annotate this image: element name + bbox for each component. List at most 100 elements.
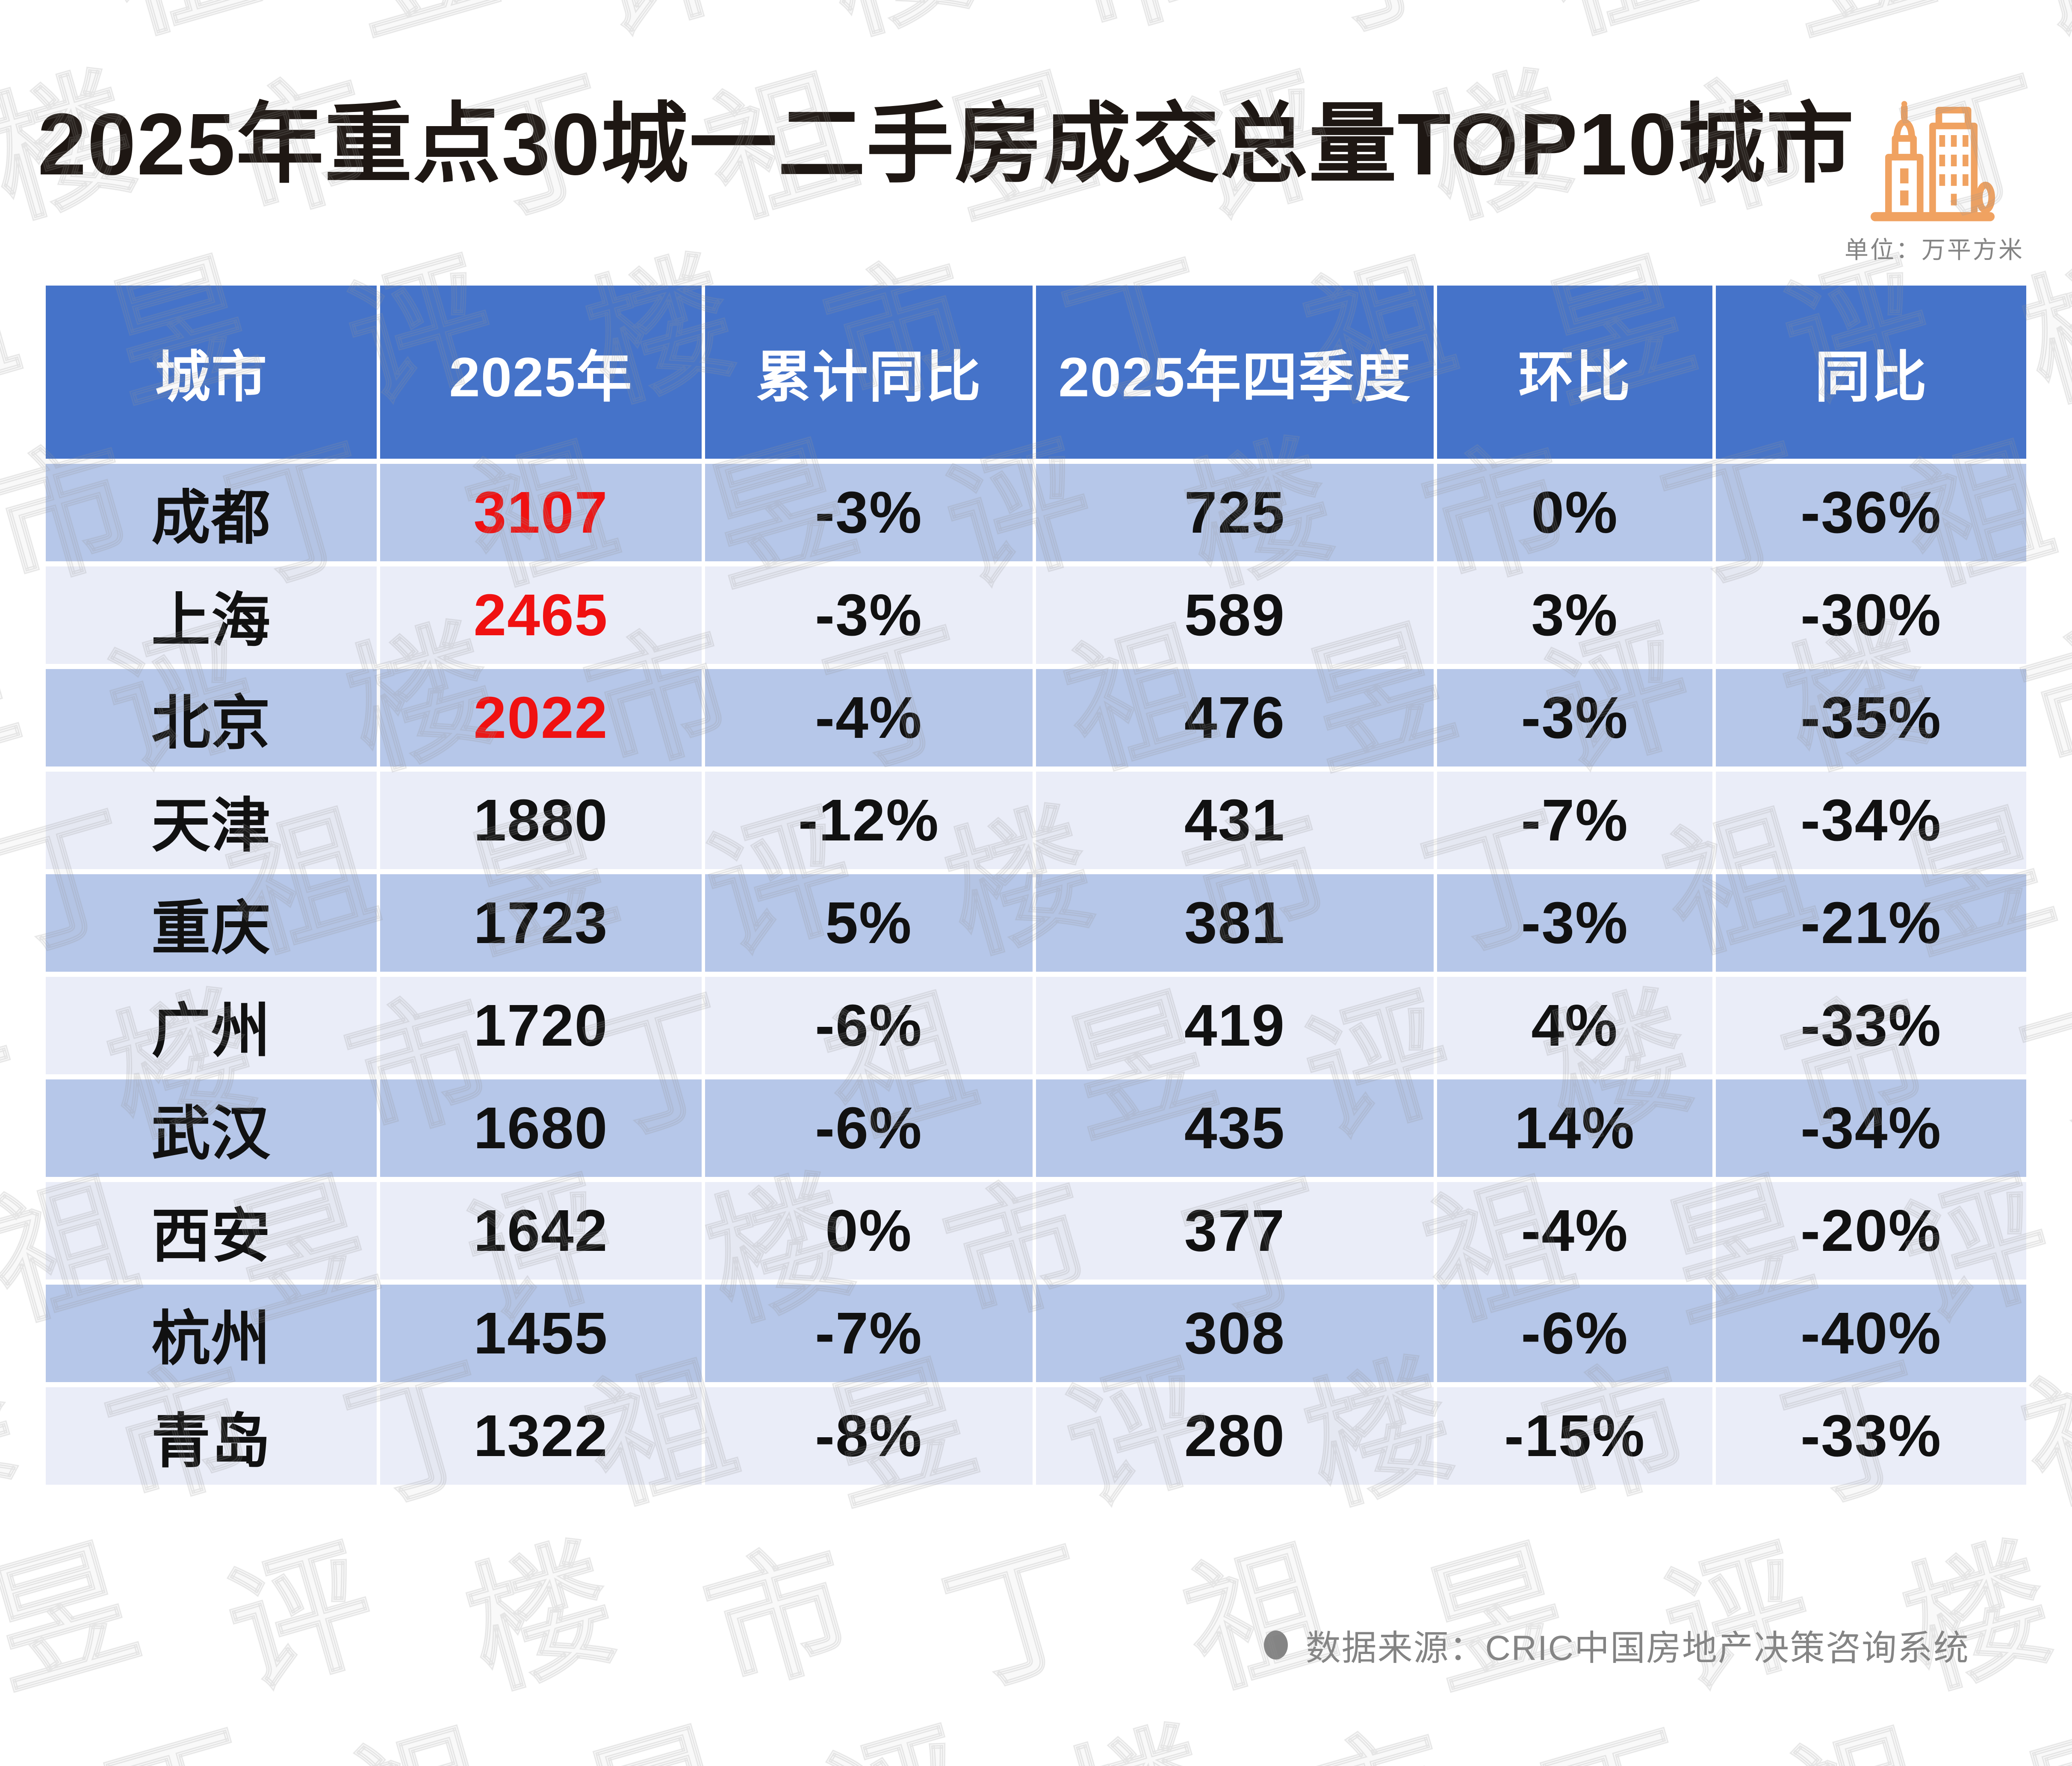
yoy-cell: -35% bbox=[1716, 669, 2026, 767]
header-q4: 2025年四季度 bbox=[1036, 286, 1434, 459]
year-total-cell: 1880 bbox=[380, 772, 702, 869]
watermark-glyph: 昱 bbox=[331, 0, 511, 59]
table-row: 成都 3107 -3% 725 0% -36% bbox=[46, 464, 2026, 561]
yoy-cell: -34% bbox=[1716, 1079, 2026, 1177]
watermark-glyph: 昱 bbox=[1408, 1522, 1589, 1714]
city-cell: 杭州 bbox=[46, 1285, 377, 1382]
header-cum-yoy: 累计同比 bbox=[705, 286, 1033, 459]
yoy-cell: -33% bbox=[1716, 1387, 2026, 1485]
year-total-cell: 1642 bbox=[380, 1182, 702, 1280]
q4-cell: 725 bbox=[1036, 464, 1434, 561]
header-yoy: 同比 bbox=[1716, 286, 2026, 459]
watermark-glyph: 市 bbox=[1049, 0, 1230, 59]
page-title: 2025年重点30城一二手房成交总量TOP10城市 bbox=[38, 95, 1855, 193]
yoy-cell: -21% bbox=[1716, 874, 2026, 972]
city-cell: 青岛 bbox=[46, 1387, 377, 1485]
year-total-cell: 1455 bbox=[380, 1285, 702, 1382]
city-cell: 上海 bbox=[46, 566, 377, 664]
watermark-glyph: 评 bbox=[211, 1522, 392, 1714]
watermark-glyph: 评 bbox=[2007, 0, 2072, 59]
watermark-glyph: 评 bbox=[1648, 1522, 1828, 1714]
header-city: 城市 bbox=[46, 286, 377, 459]
watermark-glyph: 丁 bbox=[1528, 1706, 1709, 1766]
year-total-cell: 1720 bbox=[380, 977, 702, 1074]
watermark-glyph: 丁 bbox=[1289, 0, 1469, 59]
qoq-cell: 4% bbox=[1437, 977, 1713, 1074]
data-table: 城市 2025年 累计同比 2025年四季度 环比 同比 成都 3107 -3% 72… bbox=[46, 286, 2026, 1485]
city-cell: 北京 bbox=[46, 669, 377, 767]
qoq-cell: -7% bbox=[1437, 772, 1713, 869]
cum-yoy-cell: 5% bbox=[705, 874, 1033, 972]
yoy-cell: -36% bbox=[1716, 464, 2026, 561]
q4-cell: 431 bbox=[1036, 772, 1434, 869]
bullet-icon bbox=[1263, 1630, 1288, 1660]
city-cell: 西安 bbox=[46, 1182, 377, 1280]
watermark-glyph: 祖 bbox=[331, 1706, 511, 1766]
cum-yoy-cell: -6% bbox=[705, 977, 1033, 1074]
table-row: 武汉 1680 -6% 435 14% -34% bbox=[46, 1079, 2026, 1177]
watermark-glyph: 昱 bbox=[2007, 1706, 2072, 1766]
year-total-cell: 1680 bbox=[380, 1079, 702, 1177]
qoq-cell: -3% bbox=[1437, 874, 1713, 972]
table-row: 北京 2022 -4% 476 -3% -35% bbox=[46, 669, 2026, 767]
header-qoq: 环比 bbox=[1437, 286, 1713, 459]
data-source-label: 数据来源：CRIC中国房地产决策咨询系统 bbox=[1305, 1629, 1969, 1668]
cum-yoy-cell: -4% bbox=[705, 669, 1033, 767]
data-source: 数据来源：CRIC中国房地产决策咨询系统 bbox=[1263, 1619, 1969, 1670]
cum-yoy-cell: -3% bbox=[705, 464, 1033, 561]
watermark-glyph: 市 bbox=[1289, 1706, 1469, 1766]
q4-cell: 280 bbox=[1036, 1387, 1434, 1485]
yoy-cell: -40% bbox=[1716, 1285, 2026, 1382]
q4-cell: 435 bbox=[1036, 1079, 1434, 1177]
watermark-glyph: 祖 bbox=[1169, 1522, 1349, 1714]
qoq-cell: -3% bbox=[1437, 669, 1713, 767]
city-cell: 广州 bbox=[46, 977, 377, 1074]
watermark-glyph: 评 bbox=[810, 1706, 990, 1766]
qoq-cell: 3% bbox=[1437, 566, 1713, 664]
table-row: 广州 1720 -6% 419 4% -33% bbox=[46, 977, 2026, 1074]
table-row: 天津 1880 -12% 431 -7% -34% bbox=[46, 772, 2026, 869]
watermark-glyph: 丁 bbox=[0, 0, 32, 59]
watermark-glyph: 评 bbox=[0, 970, 32, 1162]
watermark-glyph: 昱 bbox=[1768, 0, 1948, 59]
year-total-cell: 1723 bbox=[380, 874, 702, 972]
yoy-cell: -20% bbox=[1716, 1182, 2026, 1280]
q4-cell: 308 bbox=[1036, 1285, 1434, 1382]
q4-cell: 476 bbox=[1036, 669, 1434, 767]
year-total-cell: 2465 bbox=[380, 566, 702, 664]
watermark-glyph: 丁 bbox=[91, 1706, 272, 1766]
year-total-cell: 1322 bbox=[380, 1387, 702, 1485]
watermark-glyph: 楼 bbox=[810, 0, 990, 59]
qoq-cell: -6% bbox=[1437, 1285, 1713, 1382]
q4-cell: 377 bbox=[1036, 1182, 1434, 1280]
watermark-glyph: 楼 bbox=[0, 1338, 32, 1530]
cum-yoy-cell: -12% bbox=[705, 772, 1033, 869]
watermark-glyph: 祖 bbox=[1768, 1706, 1948, 1766]
cum-yoy-cell: -3% bbox=[705, 566, 1033, 664]
cum-yoy-cell: -8% bbox=[705, 1387, 1033, 1485]
qoq-cell: 0% bbox=[1437, 464, 1713, 561]
watermark-glyph: 昱 bbox=[570, 1706, 751, 1766]
watermark-glyph: 祖 bbox=[1528, 0, 1709, 59]
year-total-cell: 3107 bbox=[380, 464, 702, 561]
watermark-glyph: 昱 bbox=[0, 1522, 152, 1714]
watermark-glyph: 祖 bbox=[0, 235, 32, 427]
watermark-glyph: 楼 bbox=[1049, 1706, 1230, 1766]
watermark-glyph: 市 bbox=[690, 1522, 871, 1714]
header-year-total: 2025年 bbox=[380, 286, 702, 459]
q4-cell: 381 bbox=[1036, 874, 1434, 972]
yoy-cell: -34% bbox=[1716, 772, 2026, 869]
yoy-cell: -30% bbox=[1716, 566, 2026, 664]
cum-yoy-cell: -7% bbox=[705, 1285, 1033, 1382]
table-row: 上海 2465 -3% 589 3% -30% bbox=[46, 566, 2026, 664]
table-row: 重庆 1723 5% 381 -3% -21% bbox=[46, 874, 2026, 972]
watermark-glyph: 市 bbox=[0, 1706, 32, 1766]
qoq-cell: -15% bbox=[1437, 1387, 1713, 1485]
qoq-cell: 14% bbox=[1437, 1079, 1713, 1177]
table-row: 青岛 1322 -8% 280 -15% -33% bbox=[46, 1387, 2026, 1485]
unit-label: 单位：万平方米 bbox=[1845, 236, 2024, 263]
city-cell: 重庆 bbox=[46, 874, 377, 972]
q4-cell: 589 bbox=[1036, 566, 1434, 664]
city-cell: 天津 bbox=[46, 772, 377, 869]
watermark-glyph: 楼 bbox=[1887, 1522, 2068, 1714]
